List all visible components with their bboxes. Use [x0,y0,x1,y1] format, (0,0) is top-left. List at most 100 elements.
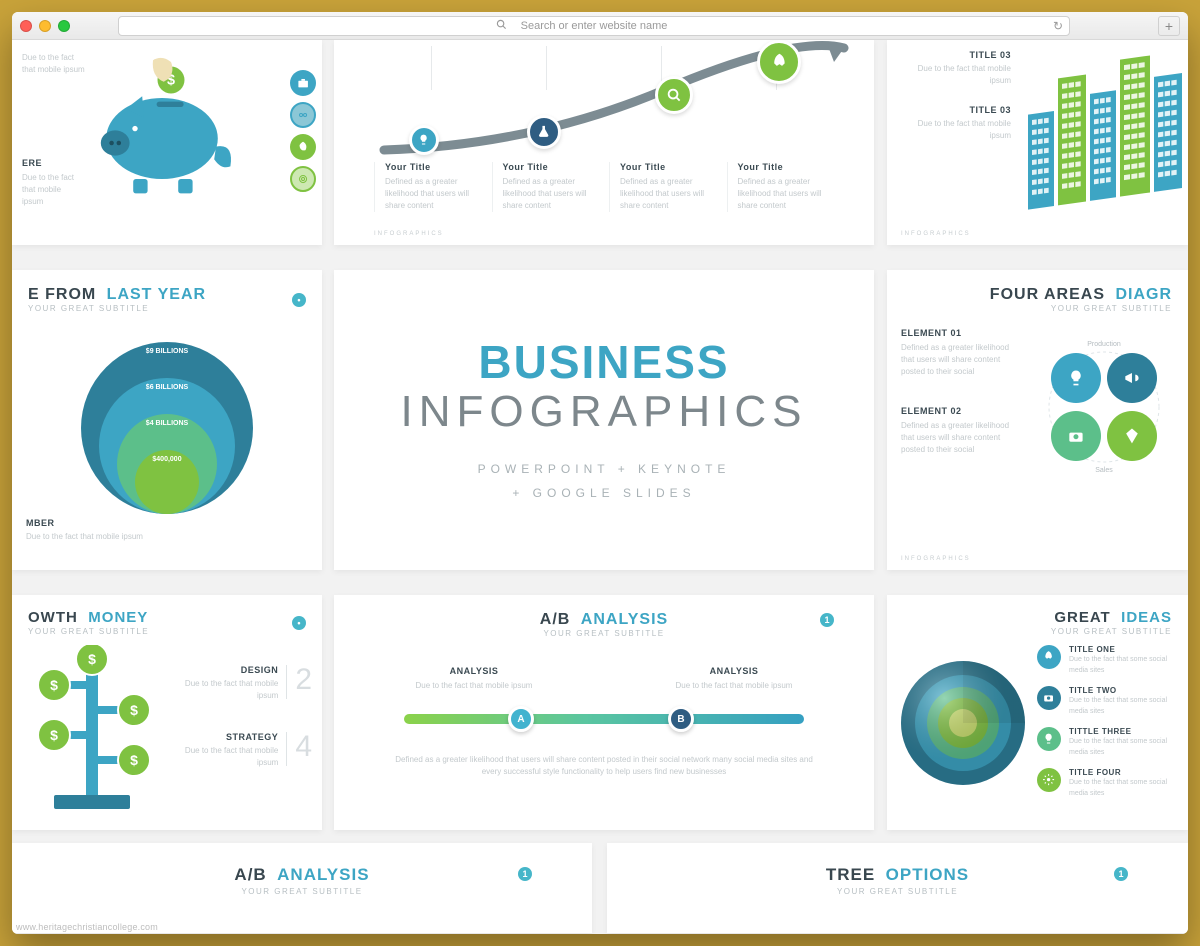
ideas-item-desc: Due to the fact that some social media s… [1069,696,1180,717]
ab-subtitle: YOUR GREAT SUBTITLE [374,629,834,638]
four-el-desc: Defined as a greater likelihood that use… [901,342,1016,378]
traffic-lights [20,20,70,32]
bulb-icon [409,125,439,155]
ab-slider-track[interactable]: A B [404,714,804,724]
ideas-item: TITLE FOUR Due to the fact that some soc… [1037,768,1180,799]
ideas-item-desc: Due to the fact that some social media s… [1069,737,1180,758]
browser-window: Search or enter website name ↻ + Due to … [12,12,1188,934]
reload-icon[interactable]: ↻ [1053,19,1063,33]
four-element: ELEMENT 01 Defined as a greater likeliho… [901,328,1016,378]
ideas-item-title: TITTLE THREE [1069,727,1180,736]
svg-text:$: $ [130,702,138,718]
new-tab-button[interactable]: + [1158,16,1180,36]
tile-curve: Your Title Defined as a greater likeliho… [334,40,874,245]
four-bubbles: Production Sales [1024,322,1184,492]
svg-text:$400,000: $400,000 [152,456,181,463]
ideas-item: TITLE TWO Due to the fact that some soci… [1037,686,1180,717]
ideas-item-title: TITLE FOUR [1069,768,1180,777]
ab-knob-b[interactable]: B [668,706,694,732]
page-canvas: Due to the fact that mobile ipsum ERE Du… [12,40,1188,934]
ideas-item-title: TITLE TWO [1069,686,1180,695]
svg-text:$: $ [50,727,58,743]
circles-title-em: LAST YEAR [107,286,206,303]
four-title-pre: FOUR AREAS [990,286,1105,303]
piggy-bank-icon: $ [72,50,252,200]
leaf-icon [290,134,316,160]
four-subtitle: YOUR GREAT SUBTITLE [903,304,1172,313]
growth-row: DESIGN Due to the fact that mobile ipsum… [172,665,312,702]
tile-ideas: GREAT IDEAS YOUR GREAT SUBTITLE TITLE ON… [887,595,1188,830]
city-item: TITLE 03 Due to the fact that mobile ips… [901,105,1011,142]
four-el-desc: Defined as a greater likelihood that use… [901,420,1016,456]
growth-row-desc: Due to the fact that mobile ipsum [172,678,278,702]
svg-text:$6 BILLIONS: $6 BILLIONS [146,384,189,391]
rocket-icon [1037,645,1061,669]
circles-subtitle: YOUR GREAT SUBTITLE [28,304,206,313]
address-bar[interactable]: Search or enter website name ↻ [118,16,1070,36]
growth-badge: • [292,616,306,630]
tile-tree: TREE OPTIONS YOUR GREAT SUBTITLE 1 [607,843,1188,933]
flask-icon [527,115,561,149]
curve-col-title: Your Title [738,162,835,172]
tile-piggy: Due to the fact that mobile ipsum ERE Du… [12,40,322,245]
curve-col: Your Title Defined as a greater likeliho… [609,162,717,212]
ab2-title-em: ANALYSIS [277,865,369,884]
curve-col: Your Title Defined as a greater likeliho… [727,162,835,212]
ab-footer: Defined as a greater likelihood that use… [394,754,814,778]
growth-subtitle: YOUR GREAT SUBTITLE [28,627,149,636]
tile-city: TITLE 03 Due to the fact that mobile ips… [887,40,1188,245]
svg-text:$: $ [50,677,58,693]
tree-title-pre: TREE [826,865,875,884]
curve-footer: INFOGRAPHICS [374,231,444,237]
city-item-desc: Due to the fact that mobile ipsum [901,118,1011,142]
growth-row-label: STRATEGY [172,732,278,742]
growth-row-label: DESIGN [172,665,278,675]
curve-col: Your Title Defined as a greater likeliho… [374,162,482,212]
ab-title-pre: A/B [540,611,571,628]
curve-col-title: Your Title [503,162,600,172]
concentric-chart: $9 BILLIONS$6 BILLIONS$4 BILLIONS$400,00… [67,328,267,528]
four-footer: INFOGRAPHICS [901,556,971,562]
money-tree-icon: $$ $$$ [16,645,166,815]
buildings-icon [1018,46,1188,216]
city-item-title: TITLE 03 [901,105,1011,115]
ab2-subtitle: YOUR GREAT SUBTITLE [72,887,532,896]
briefcase-icon [290,70,316,96]
curve-col-title: Your Title [620,162,717,172]
hero-sub: POWERPOINT + KEYNOTE + GOOGLE SLIDES [478,457,731,505]
ab-left-title: ANALYSIS [404,666,544,676]
search-icon [655,76,693,114]
ideas-item-desc: Due to the fact that some social media s… [1069,778,1180,799]
ab-num: 1 [820,613,834,627]
city-item: TITLE 03 Due to the fact that mobile ips… [901,50,1011,87]
ab-knob-a[interactable]: A [508,706,534,732]
search-icon [496,19,507,33]
zoom-icon[interactable] [58,20,70,32]
minimize-icon[interactable] [39,20,51,32]
circles-badge: • [292,293,306,307]
ideas-item-title: TITLE ONE [1069,645,1180,654]
curve-col: Your Title Defined as a greater likeliho… [492,162,600,212]
tree-title-em: OPTIONS [886,865,970,884]
growth-title-pre: OWTH [28,609,78,626]
growth-row-desc: Due to the fact that mobile ipsum [172,745,278,769]
tile-circles: E FROM LAST YEAR YOUR GREAT SUBTITLE • $… [12,270,322,570]
address-placeholder: Search or enter website name [521,20,668,32]
ab2-num: 1 [518,867,532,881]
close-icon[interactable] [20,20,32,32]
ab-right-title: ANALYSIS [664,666,804,676]
ideas-item: TITLE ONE Due to the fact that some soci… [1037,645,1180,676]
svg-text:$9 BILLIONS: $9 BILLIONS [146,348,189,355]
growth-row-num: 4 [295,732,312,762]
bulb-icon [1037,727,1061,751]
svg-text:$: $ [88,651,96,667]
watermark-label: www.heritagechristiancollege.com [16,922,158,932]
gear-icon [1037,768,1061,792]
circles-title-pre: E FROM [28,286,96,303]
ideas-subtitle: YOUR GREAT SUBTITLE [903,627,1172,636]
curve-col-desc: Defined as a greater likelihood that use… [385,176,482,212]
layers-sphere-icon [893,653,1033,793]
ab-title-em: ANALYSIS [581,611,668,628]
tile-hero: BUSINESS INFOGRAPHICS POWERPOINT + KEYNO… [334,270,874,570]
four-el-title: ELEMENT 01 [901,328,1016,338]
